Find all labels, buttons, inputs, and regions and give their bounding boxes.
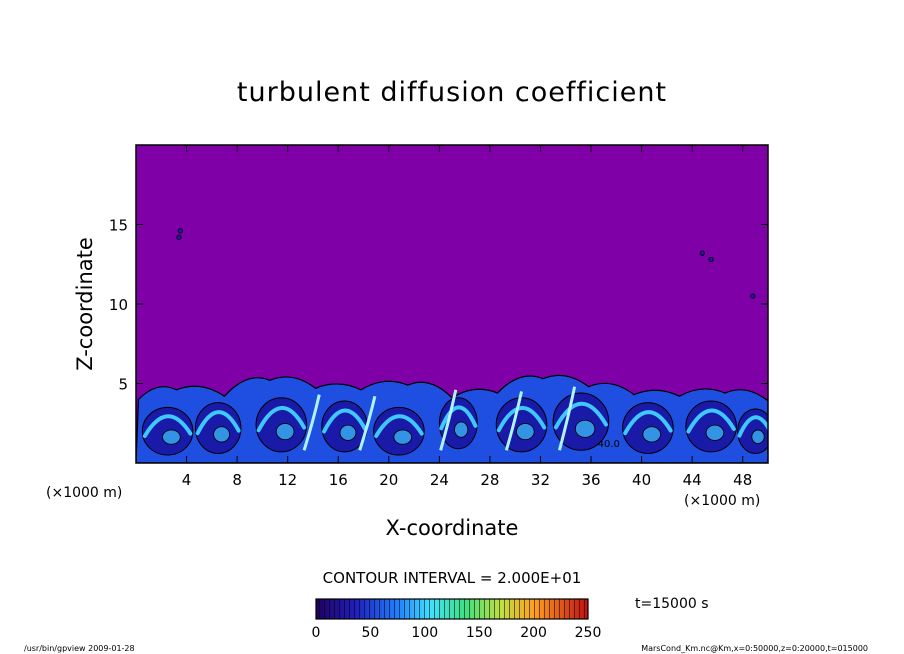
eddy-plume-0: [142, 414, 193, 438]
y-tick-label-1: 10: [109, 296, 128, 314]
eddy-plume-8: [623, 410, 673, 436]
x-tick-label-10: 44: [683, 471, 702, 489]
x-tick-label-1: 8: [232, 471, 242, 489]
colorbar-tick-label-0: 0: [312, 625, 321, 641]
updraft-1: [358, 395, 377, 451]
eddy-plume-2: [256, 406, 307, 433]
x-axis-label: X-coordinate: [386, 516, 519, 540]
footer-left: /usr/bin/gpview 2009-01-28: [24, 644, 135, 653]
x-tick-label-3: 16: [329, 471, 348, 489]
updraft-4: [557, 386, 577, 451]
eddy-core-9: [705, 424, 725, 441]
x-unit-right: (×1000 m): [684, 493, 760, 509]
eddy-plume-6: [496, 406, 547, 433]
blob-3: [708, 256, 714, 263]
y-ticks: 5 10 15: [109, 217, 768, 394]
blob-2: [699, 250, 705, 256]
eddy-core-8: [642, 426, 661, 443]
x-tick-label-6: 28: [480, 471, 499, 489]
eddy-plume-7: [553, 401, 608, 430]
chart-title: turbulent diffusion coefficient: [237, 77, 667, 108]
boundary-layer-field: 40.0: [136, 228, 768, 463]
eddy-core-0: [162, 429, 181, 445]
colorbar-tick-label-1: 50: [361, 625, 379, 641]
updraft-0: [302, 394, 321, 451]
y-axis-label: Z-coordinate: [73, 237, 97, 371]
x-tick-label-5: 24: [430, 471, 449, 489]
x-tick-label-7: 32: [531, 471, 550, 489]
eddy-plume-10: [737, 415, 768, 438]
time-label: t=15000 s: [635, 596, 709, 612]
eddy-core-5: [454, 421, 469, 438]
y-tick-label-0: 5: [118, 376, 128, 394]
colorbar-stripes: [316, 599, 588, 619]
colorbar-frame: [315, 598, 589, 620]
blob-0: [177, 228, 183, 234]
x-unit-left: (×1000 m): [46, 485, 122, 501]
x-ticks: 4 8 12 16 20 24 28 32 36 40 44 48: [182, 145, 752, 489]
eddy-core-6: [516, 423, 535, 441]
footer-right: MarsCond_Km.nc@Km,x=0:50000,z=0:20000,t=…: [641, 644, 868, 653]
colorbar-tick-label-4: 200: [520, 625, 547, 641]
colorbar-ticks: 0 50 100 150 200 250: [312, 625, 602, 641]
updraft-2: [439, 389, 458, 451]
colorbar-tick-label-5: 250: [575, 625, 602, 641]
contour-annotation: 40.0: [598, 439, 620, 450]
x-tick-label-11: 48: [733, 471, 752, 489]
eddy-plume-4: [374, 414, 424, 438]
eddy-core-7: [574, 419, 596, 438]
x-tick-label-0: 4: [182, 471, 192, 489]
eddy-plume-9: [686, 408, 736, 434]
x-tick-label-9: 40: [632, 471, 651, 489]
colorbar-tick-label-2: 100: [411, 625, 438, 641]
eddy-core-1: [213, 426, 230, 443]
updraft-3: [504, 391, 523, 451]
blob-1: [176, 234, 182, 240]
eddy-plume-1: [195, 410, 241, 436]
eddy-core-3: [339, 424, 357, 441]
eddy-plume-3: [322, 408, 368, 434]
x-tick-label-2: 12: [278, 471, 297, 489]
contour-interval-label: CONTOUR INTERVAL = 2.000E+01: [323, 569, 582, 587]
eddy-core-10: [751, 429, 765, 444]
eddy-core-2: [275, 423, 295, 441]
y-tick-label-2: 15: [109, 217, 128, 235]
blob-4: [750, 293, 756, 299]
eddy-plume-5: [439, 405, 478, 431]
colorbar: 0 50 100 150 200 250: [312, 598, 602, 641]
eddy-core-4: [393, 429, 412, 445]
x-tick-label-4: 20: [379, 471, 398, 489]
colorbar-tick-label-3: 150: [466, 625, 493, 641]
x-tick-label-8: 36: [581, 471, 600, 489]
